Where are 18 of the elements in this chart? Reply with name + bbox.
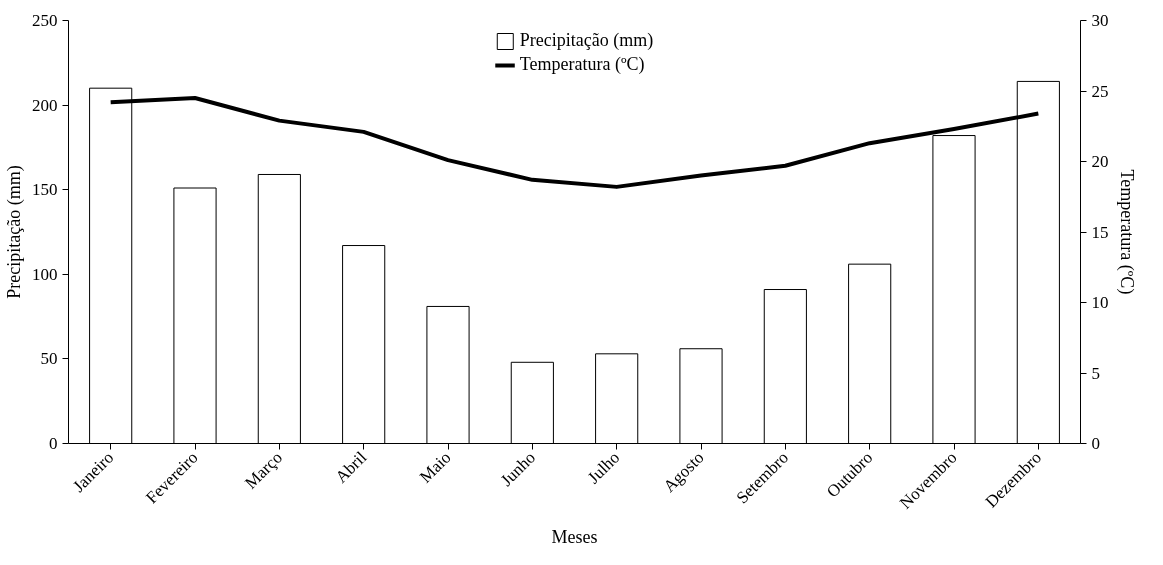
y2-tick-label: 5 bbox=[1091, 363, 1100, 383]
y2-tick-label: 0 bbox=[1091, 434, 1100, 453]
y2-axis-title: Temperatura (ºC) bbox=[1115, 169, 1137, 295]
y2-tick-label: 30 bbox=[1091, 11, 1109, 30]
legend-label: Precipitação (mm) bbox=[519, 30, 654, 51]
y2-tick-label: 15 bbox=[1091, 222, 1109, 242]
y-axis-title: Precipitação (mm) bbox=[4, 165, 25, 299]
y2-tick-label: 10 bbox=[1091, 293, 1109, 312]
y2-tick-label: 20 bbox=[1091, 152, 1109, 171]
legend-label: Temperatura (ºC) bbox=[519, 54, 645, 75]
x-axis-title: Meses bbox=[551, 527, 598, 548]
y2-tick-label: 25 bbox=[1091, 81, 1109, 101]
y-tick-label: 200 bbox=[32, 95, 58, 115]
y-tick-label: 250 bbox=[32, 11, 58, 30]
y-tick-label: 50 bbox=[40, 349, 58, 369]
y-tick-label: 100 bbox=[32, 264, 58, 284]
y-tick-label: 150 bbox=[32, 180, 58, 200]
y-tick-label: 0 bbox=[49, 434, 58, 453]
